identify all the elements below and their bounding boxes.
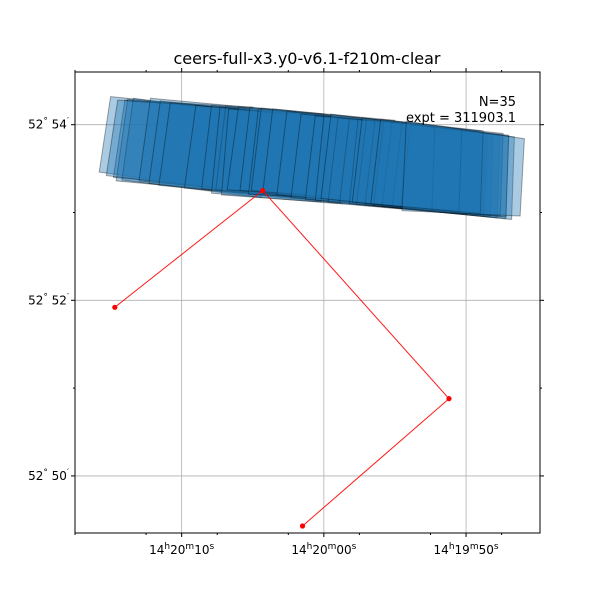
- x-tick-hours: 14: [434, 543, 449, 557]
- exposure-footprint: [391, 122, 504, 217]
- exposure-footprint: [121, 97, 265, 199]
- exposure-footprint: [158, 102, 322, 201]
- x-tick-second-unit: s: [209, 542, 214, 552]
- x-tick-hour-unit: h: [164, 542, 170, 552]
- path-point: [446, 396, 452, 402]
- exposure-footprint: [401, 120, 525, 217]
- exposure-footprint: [226, 106, 325, 198]
- exposure-footprint: [112, 99, 254, 191]
- exposure-footprint: [98, 96, 230, 191]
- x-tick-seconds: 50: [479, 543, 494, 557]
- y-tick-arcmin-unit: ′: [67, 292, 69, 302]
- y-tick-arcmin-unit: ′: [67, 468, 69, 478]
- exposure-footprint: [262, 108, 410, 207]
- y-tick-label: 52° 50′: [28, 468, 69, 483]
- y-tick-degrees: 52: [28, 469, 43, 483]
- exposure-footprint: [320, 113, 436, 212]
- x-tick-minutes: 20: [170, 543, 185, 557]
- exposure-footprint: [338, 117, 488, 217]
- y-tick-label: 52° 54′: [28, 117, 69, 132]
- exposure-footprint: [364, 119, 501, 219]
- x-tick-label: 14h20m10s: [149, 542, 214, 557]
- exposure-footprint: [327, 117, 477, 215]
- x-tick-hour-unit: h: [307, 542, 313, 552]
- y-tick-degree-unit: °: [43, 292, 48, 302]
- exposure-footprint: [138, 97, 296, 196]
- exposure-footprint: [250, 107, 396, 204]
- exposure-footprint: [201, 104, 356, 204]
- x-tick-hours: 14: [291, 543, 306, 557]
- path-point: [299, 523, 306, 529]
- x-tick-hour-unit: h: [449, 542, 455, 552]
- exposure-footprint: [105, 99, 247, 192]
- plot-frame: [74, 71, 541, 534]
- exposure-footprint: [210, 106, 342, 205]
- x-tick-minute-unit: m: [470, 542, 479, 552]
- exposure-footprint: [314, 115, 464, 214]
- x-tick-label: 14h19m50s: [434, 542, 499, 557]
- x-tick-minute-unit: m: [185, 542, 194, 552]
- exposure-footprint: [373, 120, 510, 220]
- y-tick-arcmin: 52: [48, 293, 67, 307]
- x-tick-minutes: 19: [455, 543, 470, 557]
- exposure-footprint: [351, 117, 463, 213]
- y-tick-degree-unit: °: [43, 468, 48, 478]
- x-tick-seconds: 10: [194, 543, 209, 557]
- path-point: [260, 187, 266, 194]
- exposure-footprints: [98, 96, 525, 221]
- pointing-path: [112, 187, 452, 529]
- exposure-footprint: [370, 118, 484, 214]
- exposure-footprint: [247, 108, 325, 199]
- x-tick-seconds: 00: [336, 543, 351, 557]
- x-tick-minute-unit: m: [328, 542, 337, 552]
- y-tick-arcmin: 50: [48, 469, 67, 483]
- exposure-footprint: [356, 118, 494, 218]
- exposure-footprint: [239, 106, 333, 198]
- exposure-footprint: [276, 110, 424, 208]
- exposure-time-label: expt = 311903.1: [406, 111, 516, 126]
- exposure-footprint: [215, 105, 368, 203]
- exposure-footprint: [348, 118, 481, 214]
- path-line: [114, 189, 450, 527]
- y-tick-label: 52° 52′: [28, 292, 69, 307]
- y-tick-degree-unit: °: [43, 117, 48, 127]
- exposure-footprint: [183, 104, 346, 205]
- y-tick-arcmin-unit: ′: [67, 117, 69, 127]
- chart-title: ceers-full-x3.y0-v6.1-f210m-clear: [173, 49, 440, 68]
- x-tick-minutes: 20: [312, 543, 327, 557]
- x-tick-second-unit: s: [352, 542, 357, 552]
- exposure-footprint: [400, 124, 510, 218]
- y-tick-arcmin: 54: [48, 118, 67, 132]
- exposure-footprint: [290, 113, 439, 211]
- exposure-footprint: [304, 115, 453, 214]
- y-tick-degrees: 52: [28, 293, 43, 307]
- grid-lines: [75, 72, 540, 533]
- x-tick-label: 14h20m00s: [291, 542, 356, 557]
- exposure-footprint: [381, 121, 515, 221]
- x-tick-hours: 14: [149, 543, 164, 557]
- x-tick-second-unit: s: [494, 542, 499, 552]
- n-count-label: N=35: [479, 95, 516, 110]
- path-point: [112, 304, 118, 310]
- exposure-footprint: [148, 100, 311, 199]
- y-tick-degrees: 52: [28, 118, 43, 132]
- exposure-footprint: [220, 108, 325, 203]
